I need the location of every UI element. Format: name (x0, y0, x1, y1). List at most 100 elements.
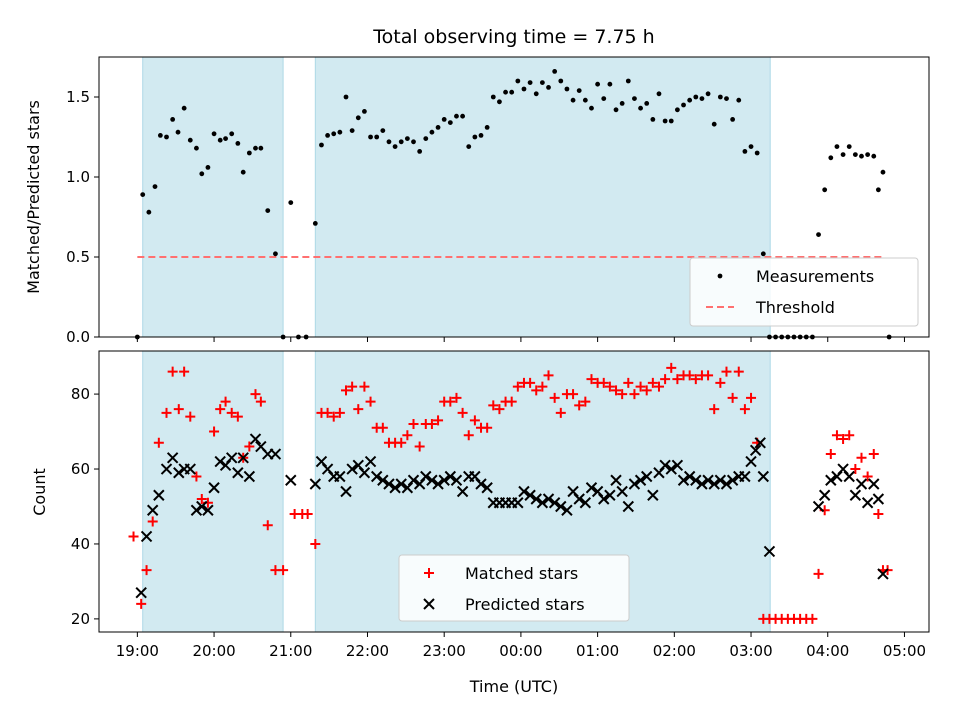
data-point (576, 88, 582, 93)
y-tick-label: 20 (71, 610, 90, 628)
data-point-plus (451, 392, 462, 403)
data-point-x (334, 470, 346, 483)
count-panel: 20 40 60 80 19:00 20:00 21:00 22:00 23:00 00:00 01… (71, 350, 930, 660)
data-point-plus (543, 370, 554, 381)
data-point (253, 145, 258, 151)
data-point-x (166, 452, 179, 464)
data-point (312, 221, 318, 226)
y-tick-label: 0.0 (66, 328, 90, 346)
data-point-x (232, 467, 244, 479)
data-point (711, 121, 717, 127)
legend-marker (424, 568, 434, 578)
data-point (822, 187, 828, 193)
x-tick-label: 00:00 (499, 642, 542, 660)
data-point-x (659, 459, 671, 471)
data-point (656, 91, 662, 97)
data-point-plus (396, 437, 407, 448)
data-point-plus (586, 374, 597, 385)
data-point-x (190, 504, 203, 516)
data-point-x (524, 489, 536, 501)
data-point-x (825, 474, 837, 486)
data-point-plus (653, 381, 664, 392)
data-point (484, 125, 490, 130)
data-point-x (358, 467, 371, 479)
data-point (288, 200, 294, 206)
data-point-x (561, 504, 573, 516)
legend-marker (423, 598, 435, 610)
data-point-x (226, 452, 238, 464)
data-point-plus (604, 381, 615, 392)
data-point (386, 139, 392, 145)
data-point-plus (598, 377, 609, 388)
data-point (362, 109, 367, 114)
data-point (834, 144, 840, 150)
data-point-plus (831, 430, 842, 441)
data-point-x (536, 497, 549, 509)
data-point-plus (629, 389, 640, 400)
data-point-x (726, 474, 739, 486)
data-point (724, 96, 729, 101)
data-point-x (475, 478, 487, 490)
x-tick-label: 05:00 (883, 642, 926, 660)
data-point-plus (549, 392, 560, 403)
y-axis-label-count: Count (30, 468, 49, 516)
data-point-x (153, 489, 165, 501)
data-point-x (573, 493, 585, 505)
legend: Measurements Threshold (689, 257, 919, 327)
data-point-x (370, 470, 383, 483)
data-point (699, 96, 705, 101)
data-point-x (173, 467, 185, 479)
data-point-plus (220, 396, 231, 407)
data-point (840, 152, 846, 158)
x-tick-label: 04:00 (806, 642, 849, 660)
data-point-plus (873, 508, 884, 519)
data-point-x (140, 530, 153, 543)
data-point-x (420, 470, 432, 483)
data-point-plus (128, 531, 139, 542)
data-point-plus (568, 389, 579, 400)
data-point-x (677, 474, 690, 486)
data-point (374, 134, 380, 140)
data-point-x (214, 455, 226, 468)
data-point-x (757, 470, 770, 483)
data-point-plus (555, 407, 566, 418)
data-point (229, 131, 235, 137)
data-point (613, 107, 619, 113)
data-point-plus (377, 422, 388, 433)
data-point (411, 139, 416, 145)
x-tick-label: 19:00 (116, 642, 159, 660)
data-point-plus (196, 493, 207, 504)
data-point-x (426, 474, 438, 486)
y-axis-label-ratio: Matched/Predicted stars (24, 100, 43, 294)
data-point (730, 117, 736, 122)
data-point-plus (746, 392, 757, 403)
y-tick-label: 40 (71, 535, 90, 553)
data-point-plus (537, 381, 548, 392)
data-point-x (438, 474, 450, 486)
data-point-plus (617, 389, 628, 400)
data-point (705, 91, 711, 97)
data-point (527, 80, 533, 85)
data-point (319, 142, 324, 148)
data-point-plus (136, 598, 147, 609)
data-point-x (432, 478, 444, 490)
data-point-plus (353, 404, 364, 415)
data-point (146, 209, 152, 215)
data-point (638, 105, 643, 111)
data-point (417, 149, 423, 154)
data-point-x (309, 478, 322, 490)
data-point-x (708, 478, 720, 490)
data-point (662, 118, 668, 124)
data-point-plus (611, 385, 622, 396)
data-point-x (849, 489, 862, 501)
legend-label: Predicted stars (465, 595, 585, 614)
data-point-plus (525, 377, 536, 388)
data-point-x (690, 474, 702, 486)
data-point-x (861, 497, 874, 509)
data-point-x (160, 463, 173, 475)
data-point (509, 89, 515, 95)
data-point-x (696, 478, 708, 490)
data-point (380, 128, 386, 134)
data-point (140, 192, 146, 198)
data-point (337, 129, 343, 135)
